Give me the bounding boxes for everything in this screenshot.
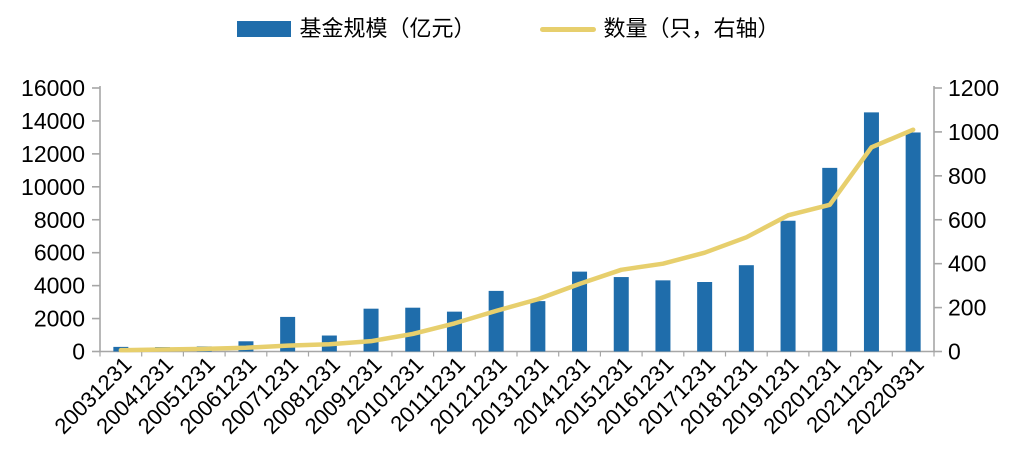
bar-20121231 [488, 290, 504, 352]
right-axis-tick-label: 600 [948, 207, 986, 233]
bar-20111231 [446, 311, 462, 352]
axes [99, 86, 935, 353]
bar-20161231 [655, 280, 671, 352]
bar-20171231 [697, 282, 713, 352]
legend-label-quantity: 数量（只，右轴） [603, 16, 780, 41]
left-axis-tick-label: 6000 [34, 240, 85, 266]
bar-20211231 [863, 112, 879, 352]
bar-series-swatch [237, 21, 292, 38]
right-axis-tick-label: 0 [948, 339, 961, 365]
bar-20201231 [822, 167, 838, 352]
right-axis-tick-label: 1000 [948, 119, 999, 145]
bars [113, 112, 921, 352]
left-axis-tick-label: 4000 [34, 273, 85, 299]
left-axis-tick-label: 16000 [21, 75, 85, 101]
right-axis-tick-label: 800 [948, 163, 986, 189]
legend: 基金规模（亿元） 数量（只，右轴） [0, 16, 1017, 42]
left-axis-tick-label: 12000 [21, 141, 85, 167]
right-axis-tick-label: 200 [948, 295, 986, 321]
legend-label-fund-scale: 基金规模（亿元） [299, 16, 476, 41]
left-axis: 0 2000 4000 6000 8000 10000 12000 14000 16000 [21, 75, 100, 365]
right-axis-tick-label: 1200 [948, 75, 999, 101]
bar-20141231 [572, 271, 588, 352]
line-series-path [118, 127, 916, 353]
legend-item-quantity: 数量（只，右轴） [539, 16, 780, 42]
bar-20101231 [405, 307, 421, 352]
quantity-line [118, 127, 916, 353]
left-axis-tick-label: 0 [72, 339, 85, 365]
line-series-swatch [539, 26, 596, 32]
left-axis-tick-label: 8000 [34, 207, 85, 233]
bar-20181231 [738, 265, 754, 352]
x-axis-labels: 2003123120041231200512312006123120071231… [49, 352, 928, 439]
right-axis: 0 200 400 600 800 1000 1200 [934, 75, 999, 365]
bar-20191231 [780, 220, 796, 352]
left-axis-tick-label: 14000 [21, 108, 85, 134]
left-axis-tick-label: 10000 [21, 174, 85, 200]
bar-20151231 [613, 277, 629, 352]
bar-20131231 [530, 301, 546, 352]
bar-20091231 [363, 308, 379, 352]
right-axis-tick-label: 400 [948, 251, 986, 277]
bar-20220331 [905, 132, 921, 352]
left-axis-tick-label: 2000 [34, 306, 85, 332]
legend-item-fund-scale: 基金规模（亿元） [237, 16, 476, 42]
x-axis-ticks [99, 351, 935, 357]
bar-20071231 [280, 316, 296, 352]
